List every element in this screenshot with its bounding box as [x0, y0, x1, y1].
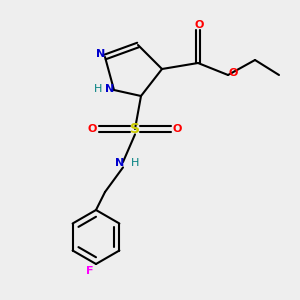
Text: S: S: [130, 122, 140, 136]
Text: O: O: [229, 68, 238, 79]
Text: O: O: [195, 20, 204, 31]
Text: O: O: [88, 124, 97, 134]
Text: N: N: [105, 83, 114, 94]
Text: H: H: [94, 83, 103, 94]
Text: O: O: [173, 124, 182, 134]
Text: H: H: [131, 158, 139, 169]
Text: F: F: [86, 266, 94, 277]
Text: N: N: [115, 158, 124, 169]
Text: N: N: [96, 49, 105, 59]
